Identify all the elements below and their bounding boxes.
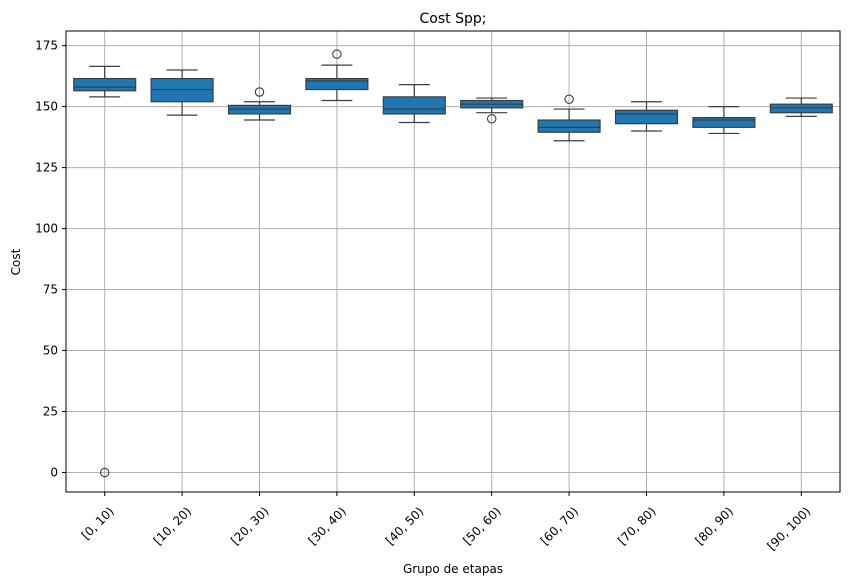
box-1 — [150, 69, 214, 116]
y-tick-label: 100 — [35, 222, 58, 236]
x-tick-label: [0, 10) — [79, 504, 117, 542]
box-3 — [305, 49, 369, 102]
box-iqr — [537, 119, 601, 133]
x-tick-label: [30, 40) — [306, 504, 350, 548]
outlier-point — [99, 467, 110, 478]
box-5 — [460, 97, 524, 124]
x-tick-label: [40, 50) — [383, 504, 427, 548]
box-iqr — [227, 104, 292, 115]
x-tick-label: [50, 60) — [460, 504, 504, 548]
x-tick-label: [70, 80) — [615, 504, 659, 548]
outlier-point — [254, 87, 265, 97]
plot-frame — [65, 30, 841, 493]
box-iqr — [150, 77, 214, 103]
y-tick-label: 0 — [50, 465, 58, 479]
x-axis-title: Grupo de etapas — [403, 562, 503, 576]
x-tick-label: [20, 30) — [228, 504, 272, 548]
x-axis: [0, 10) [10, 20) [20, 30) [30, 40) [40, 50) [… — [79, 492, 814, 553]
box-iqr — [614, 109, 679, 125]
box-iqr — [692, 116, 756, 128]
box-9 — [769, 97, 833, 117]
y-tick-label: 125 — [35, 161, 58, 175]
y-tick-label: 75 — [43, 283, 58, 297]
x-tick-label: [80, 90) — [693, 504, 737, 548]
box-7 — [614, 101, 679, 132]
y-tick-label: 150 — [35, 100, 58, 114]
box-4 — [382, 84, 446, 124]
chart-title: Cost Spp; — [420, 11, 487, 27]
box-0 — [73, 65, 137, 478]
box-series — [73, 49, 833, 478]
x-tick-label: [60, 70) — [538, 504, 582, 548]
box-2 — [227, 87, 292, 121]
y-tick-label: 50 — [43, 344, 58, 358]
outlier-point — [564, 94, 574, 105]
y-axis-title: Cost — [9, 248, 23, 275]
y-axis: 0 25 50 75 100 125 150 175 — [35, 39, 66, 479]
x-tick-label: [90, 100) — [765, 504, 814, 553]
outlier-point — [332, 49, 342, 59]
outlier-point — [486, 114, 497, 124]
y-tick-label: 25 — [43, 405, 58, 419]
x-tick-label: [10, 20) — [151, 504, 195, 548]
box-iqr — [382, 96, 446, 115]
box-6 — [537, 94, 601, 142]
box-iqr — [73, 77, 137, 92]
y-tick-label: 175 — [35, 39, 58, 53]
box-8 — [692, 106, 756, 135]
box-iqr — [305, 77, 369, 91]
box-iqr — [769, 103, 833, 114]
